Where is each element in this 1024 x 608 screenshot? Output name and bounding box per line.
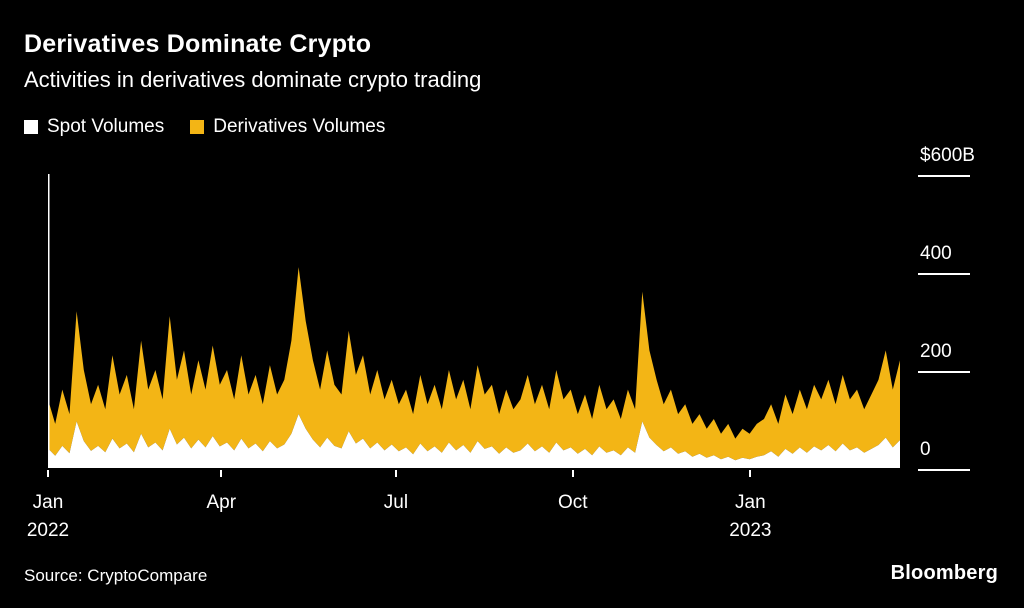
y-tick-label: 400 — [920, 243, 952, 264]
legend-label-derivatives: Derivatives Volumes — [213, 116, 386, 137]
derivatives-area — [48, 267, 900, 461]
spot-area — [48, 414, 900, 468]
page-title: Derivatives Dominate Crypto — [24, 30, 372, 58]
x-tick-label: Oct — [558, 492, 588, 513]
x-tick-label: Jul — [383, 492, 409, 513]
derivatives-swatch-icon — [190, 120, 205, 134]
spot-swatch-icon — [24, 120, 38, 134]
x-tick-sublabel: 2023 — [729, 520, 772, 541]
page-subtitle: Activities in derivatives dominate crypt… — [24, 67, 482, 92]
x-tick-label: Jan — [735, 492, 766, 513]
x-tick-label: Jan — [32, 492, 64, 513]
y-tick-label: 0 — [920, 439, 931, 460]
y-tick-label: 200 — [920, 341, 952, 362]
chart-legend: Spot Volumes Derivatives Volumes — [24, 116, 385, 138]
x-tick-sublabel: 2022 — [26, 520, 70, 541]
bloomberg-logo: Bloomberg — [890, 562, 998, 584]
y-tick-line — [918, 371, 970, 373]
x-tick-mark — [571, 470, 574, 477]
legend-item-derivatives: Derivatives Volumes — [190, 116, 385, 138]
volume-chart — [48, 174, 900, 468]
x-tick-mark — [394, 470, 397, 477]
x-tick-label: Apr — [206, 492, 237, 513]
source-note: Source: CryptoCompare — [24, 566, 208, 585]
y-axis-line — [48, 174, 50, 468]
legend-item-spot: Spot Volumes — [24, 116, 164, 138]
y-tick-line — [918, 175, 970, 177]
y-tick-label: $600B — [920, 145, 975, 166]
y-tick-line — [918, 273, 970, 275]
x-tick-mark — [47, 470, 49, 477]
y-tick-line — [918, 469, 970, 471]
legend-label-spot: Spot Volumes — [47, 116, 165, 137]
x-tick-mark — [220, 470, 223, 477]
x-tick-mark — [749, 470, 752, 477]
